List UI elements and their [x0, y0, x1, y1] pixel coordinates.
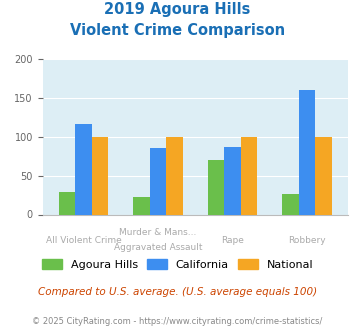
Bar: [299, 90, 315, 214]
Text: Compared to U.S. average. (U.S. average equals 100): Compared to U.S. average. (U.S. average …: [38, 287, 317, 297]
Bar: [315, 137, 332, 214]
Text: Murder & Mans...: Murder & Mans...: [119, 228, 197, 237]
Bar: [166, 137, 182, 214]
Bar: [150, 148, 166, 214]
Text: Robbery: Robbery: [288, 236, 326, 245]
Text: Violent Crime Comparison: Violent Crime Comparison: [70, 23, 285, 38]
Text: All Violent Crime: All Violent Crime: [46, 236, 121, 245]
Bar: [133, 197, 150, 215]
Bar: [241, 137, 257, 214]
Bar: [92, 137, 108, 214]
Bar: [59, 192, 75, 214]
Bar: [282, 194, 299, 214]
Legend: Agoura Hills, California, National: Agoura Hills, California, National: [37, 255, 318, 274]
Bar: [208, 160, 224, 214]
Text: © 2025 CityRating.com - https://www.cityrating.com/crime-statistics/: © 2025 CityRating.com - https://www.city…: [32, 317, 323, 326]
Text: 2019 Agoura Hills: 2019 Agoura Hills: [104, 2, 251, 16]
Bar: [75, 124, 92, 214]
Bar: [224, 147, 241, 214]
Text: Aggravated Assault: Aggravated Assault: [114, 243, 202, 251]
Text: Rape: Rape: [221, 236, 244, 245]
